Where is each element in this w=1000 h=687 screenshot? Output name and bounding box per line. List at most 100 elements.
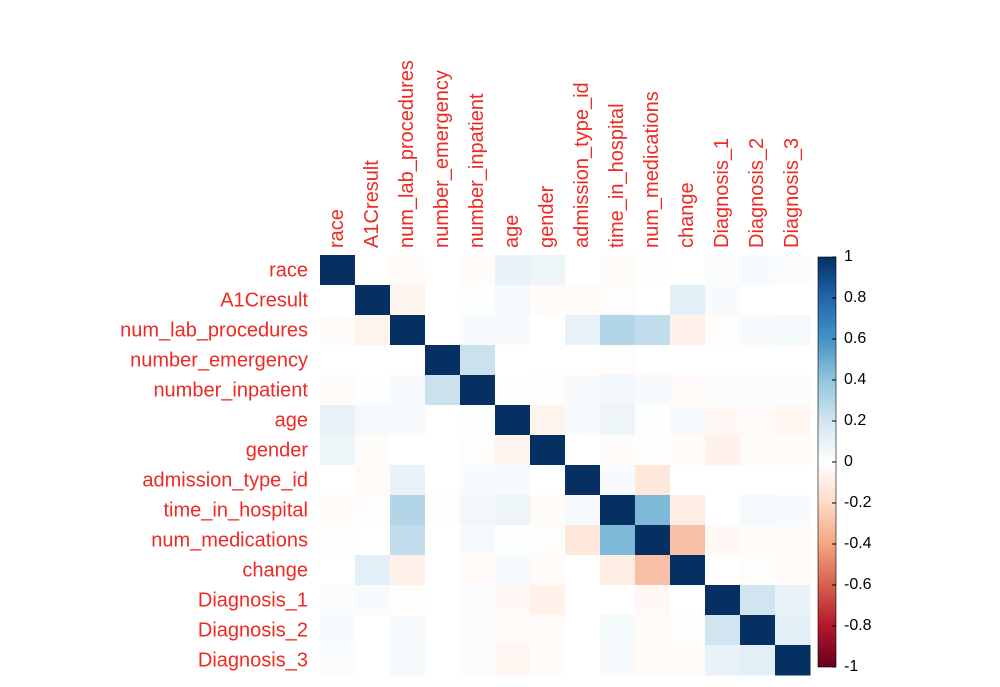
heat-cell <box>460 345 496 376</box>
heat-cell <box>460 315 496 346</box>
heat-cell <box>425 555 461 586</box>
heat-cell <box>460 585 496 616</box>
heat-cell <box>355 555 391 586</box>
colorbar-tick-label: -0.4 <box>844 535 872 552</box>
heat-cell <box>670 615 706 646</box>
heat-cell <box>460 435 496 466</box>
heat-cell <box>425 375 461 406</box>
heat-cell <box>775 285 811 316</box>
heat-cell <box>425 645 461 676</box>
heat-cell <box>775 465 811 496</box>
heat-cell <box>670 555 706 586</box>
heat-cell <box>600 405 636 436</box>
heat-cell <box>635 465 671 496</box>
heat-cell <box>775 645 811 676</box>
heat-cell <box>495 345 531 376</box>
heat-cell <box>425 315 461 346</box>
colorbar-tick-label: 0.4 <box>844 371 866 388</box>
heat-cell <box>670 255 706 286</box>
heat-cell <box>530 495 566 526</box>
heat-cell <box>565 465 601 496</box>
heat-cell <box>425 525 461 556</box>
heat-cell <box>705 345 741 376</box>
colorbar-tick-label: 0.2 <box>844 412 866 429</box>
row-label: admission_type_id <box>142 469 308 491</box>
row-label: gender <box>246 439 309 461</box>
heat-cell <box>775 585 811 616</box>
heat-cell <box>565 525 601 556</box>
column-label: admission_type_id <box>571 82 593 248</box>
heat-cell <box>495 495 531 526</box>
heat-cell <box>530 255 566 286</box>
heat-cell <box>460 495 496 526</box>
heat-cell <box>775 435 811 466</box>
row-label: Diagnosis_3 <box>198 649 308 671</box>
heat-cell <box>320 345 356 376</box>
heat-cell <box>320 375 356 406</box>
heat-cell <box>600 465 636 496</box>
heat-cell <box>600 525 636 556</box>
heat-cell <box>460 255 496 286</box>
heat-cell <box>320 315 356 346</box>
heat-cell <box>495 255 531 286</box>
heat-cell <box>460 615 496 646</box>
heat-cell <box>775 495 811 526</box>
heat-cell <box>355 345 391 376</box>
heat-cell <box>740 615 776 646</box>
heat-cell <box>705 465 741 496</box>
heat-cell <box>635 645 671 676</box>
heat-cell <box>355 315 391 346</box>
heat-cell <box>775 315 811 346</box>
heat-cell <box>740 465 776 496</box>
heat-cell <box>390 555 426 586</box>
heat-cell <box>775 555 811 586</box>
heat-cell <box>670 285 706 316</box>
heat-cell <box>320 525 356 556</box>
heat-cell <box>495 585 531 616</box>
heat-cell <box>425 615 461 646</box>
heat-cell <box>495 285 531 316</box>
heat-cell <box>635 525 671 556</box>
heat-cell <box>670 435 706 466</box>
row-label: change <box>242 559 308 581</box>
heat-cell <box>320 645 356 676</box>
heat-cell <box>320 555 356 586</box>
heat-cell <box>670 405 706 436</box>
heat-cell <box>600 555 636 586</box>
column-label: change <box>676 182 698 248</box>
heat-cell <box>775 375 811 406</box>
heat-cell <box>320 585 356 616</box>
heat-cell <box>740 585 776 616</box>
heat-cell <box>425 435 461 466</box>
heat-cell <box>775 615 811 646</box>
colorbar-tick-label: 0.6 <box>844 330 866 347</box>
row-label: age <box>275 409 308 431</box>
heat-cell <box>600 285 636 316</box>
heat-cell <box>740 315 776 346</box>
heat-cell <box>320 255 356 286</box>
heat-cell <box>565 345 601 376</box>
heat-cell <box>320 465 356 496</box>
heat-cell <box>635 585 671 616</box>
column-label: num_medications <box>641 91 663 248</box>
heat-cell <box>775 405 811 436</box>
heat-cell <box>460 285 496 316</box>
heat-cell <box>495 315 531 346</box>
column-label: number_emergency <box>431 70 453 248</box>
heat-cell <box>600 495 636 526</box>
heat-cell <box>530 375 566 406</box>
heat-cell <box>390 435 426 466</box>
heat-cell <box>355 465 391 496</box>
heat-cell <box>565 405 601 436</box>
heat-cell <box>670 525 706 556</box>
heat-cell <box>705 315 741 346</box>
heat-cell <box>530 465 566 496</box>
heat-cell <box>705 585 741 616</box>
colorbar-tick-label: -0.8 <box>844 617 872 634</box>
heat-cell <box>355 255 391 286</box>
heat-cell <box>775 255 811 286</box>
heat-cell <box>705 255 741 286</box>
heat-cell <box>355 645 391 676</box>
heat-cell <box>635 405 671 436</box>
row-label: number_emergency <box>130 349 308 371</box>
